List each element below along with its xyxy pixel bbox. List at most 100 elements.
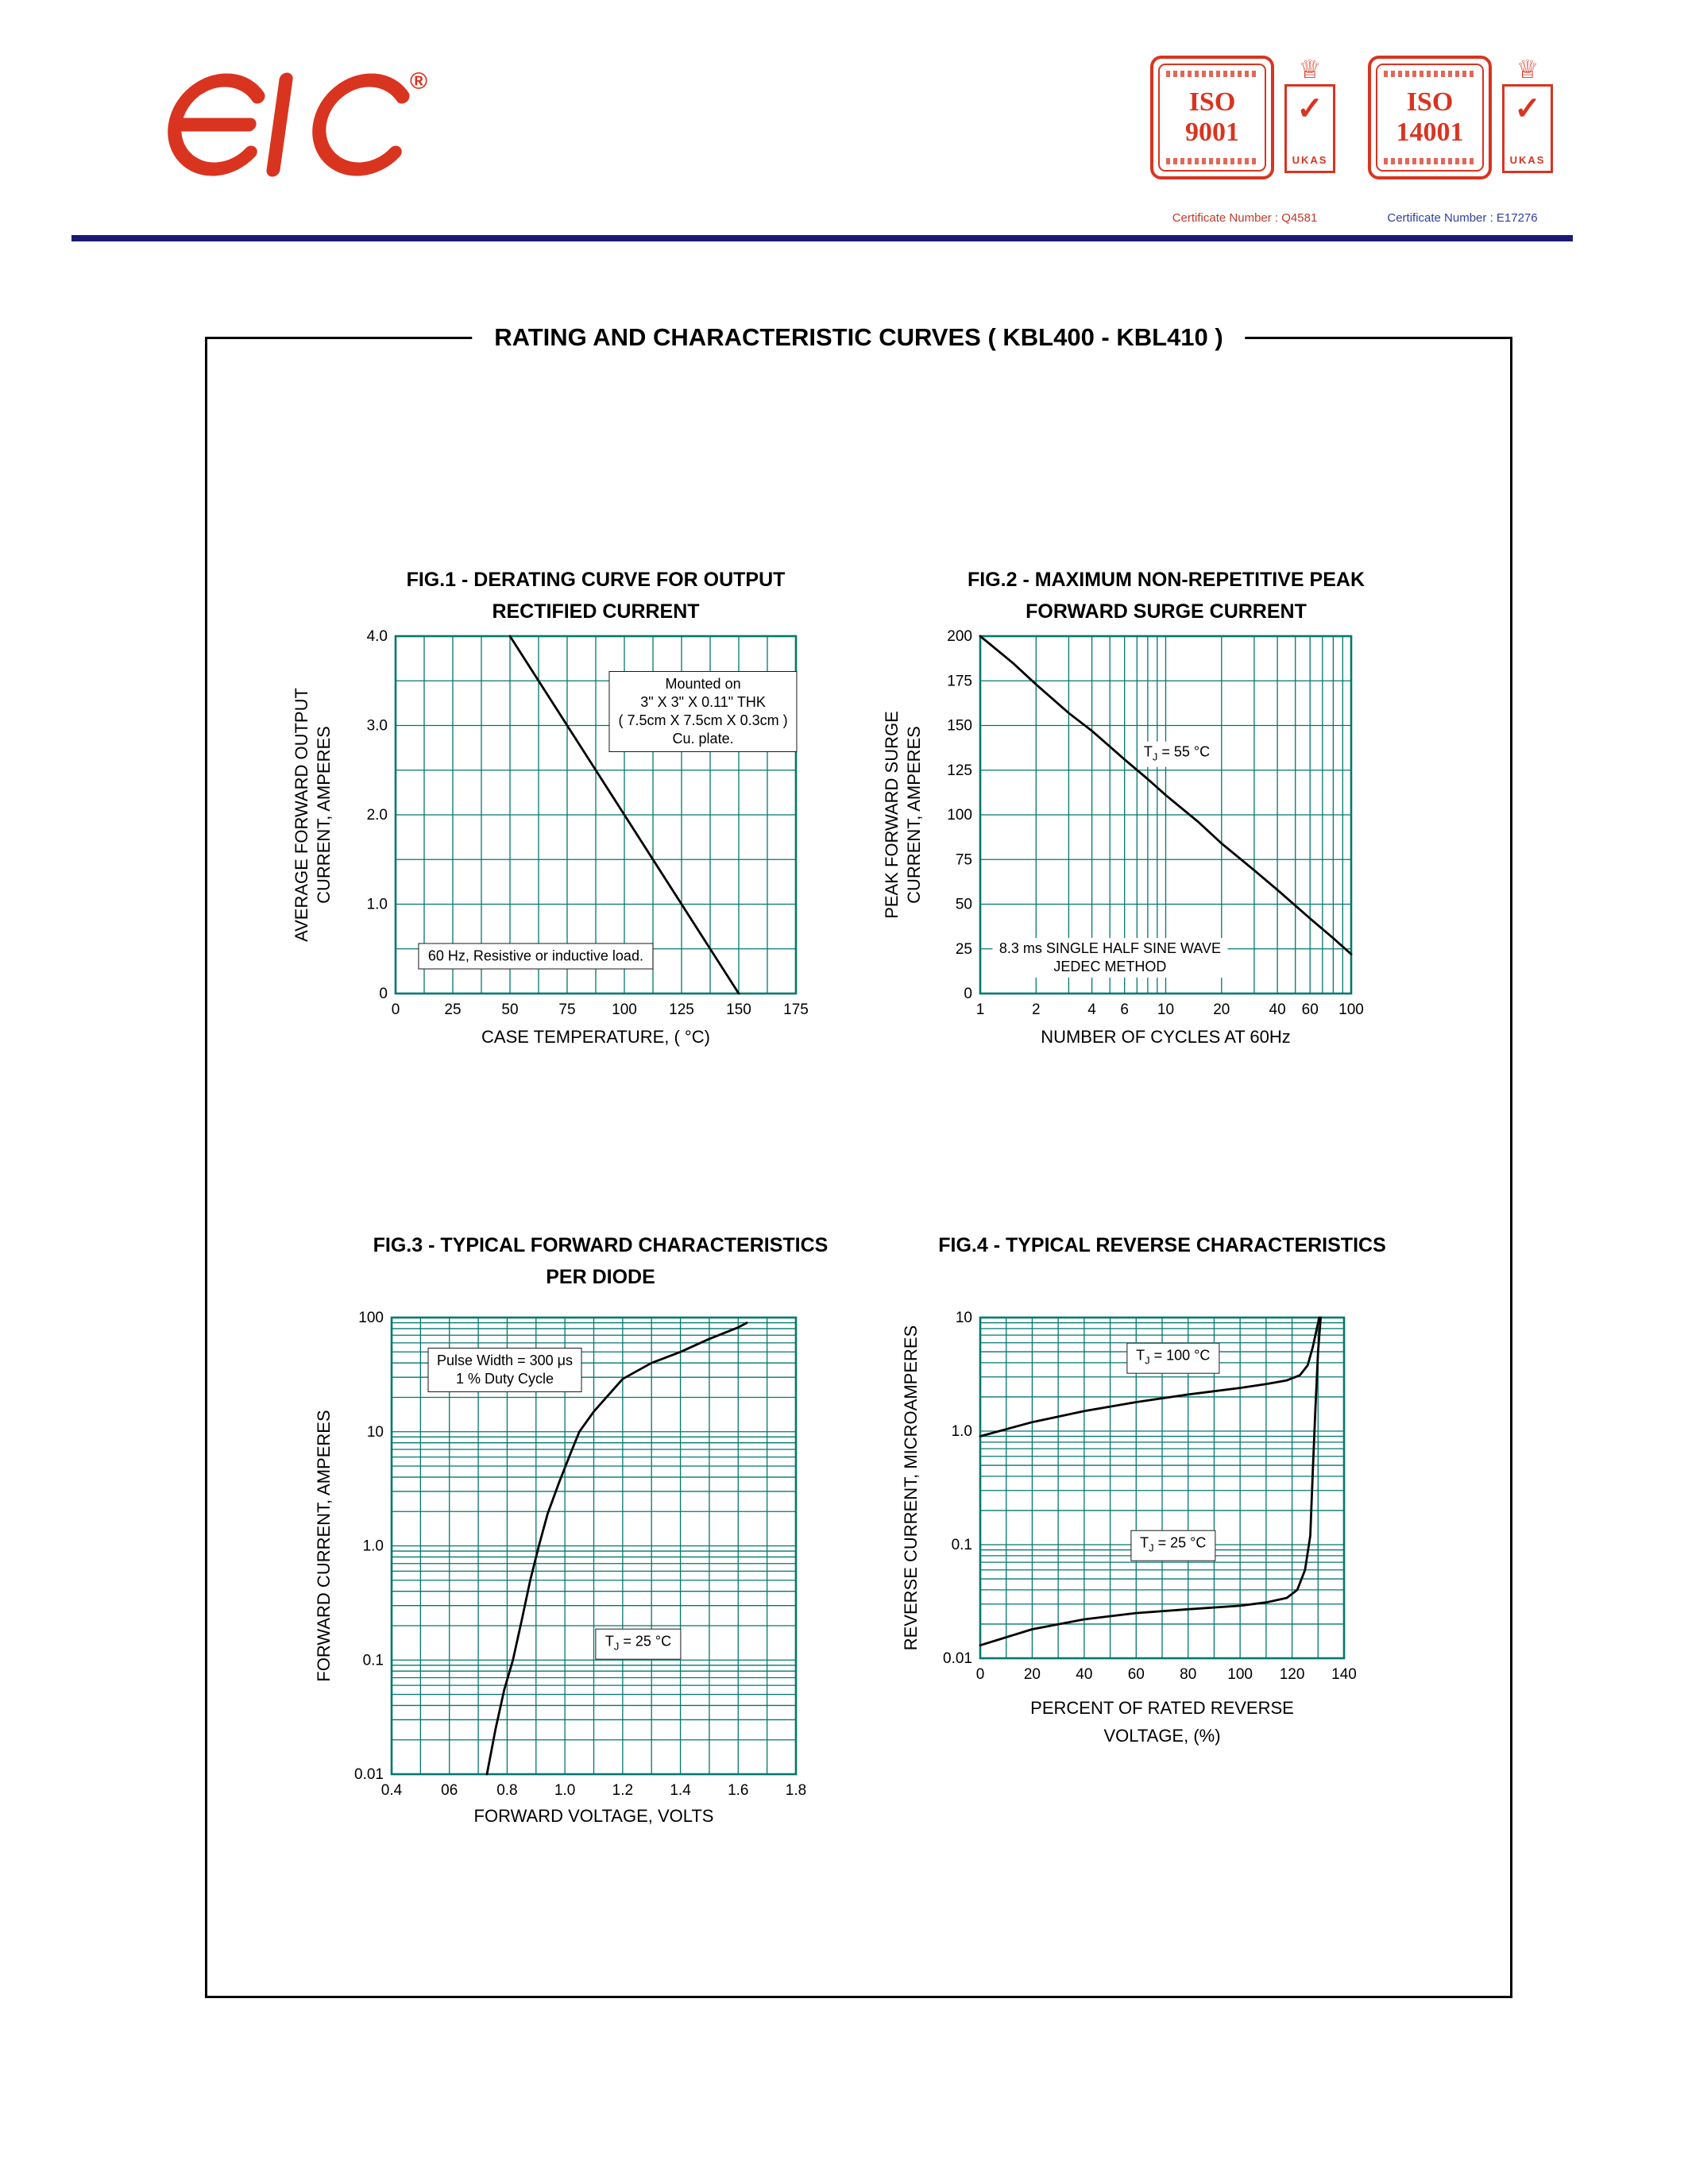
plot-frame	[394, 635, 798, 995]
content-box	[205, 337, 1512, 1998]
svg-text:4: 4	[1087, 1001, 1096, 1018]
plot-frame	[979, 1316, 1346, 1660]
svg-text:100: 100	[358, 1310, 384, 1326]
svg-text:0: 0	[379, 986, 388, 1002]
svg-text:3.0: 3.0	[367, 718, 388, 735]
stamp-label: ISO 14001	[1396, 87, 1464, 148]
registered-mark: ®	[410, 68, 427, 95]
check-icon: ✓	[1514, 91, 1541, 126]
fig4-plot: 0 20 40 60 80 100 120 140 0.01 0.1 1.0 10 PERCENT OF…	[901, 1310, 1357, 1746]
x-tick-labels: 0 20 40 60 80 100 120 140	[976, 1666, 1357, 1683]
stamp-label-line: 9001	[1185, 118, 1239, 147]
badge-row: ISO 14001 ♕ ✓ UKAS	[1368, 56, 1557, 179]
stamp-microtext	[1384, 71, 1476, 77]
badge-row: ISO 9001 ♕ ✓ UKAS	[1150, 56, 1339, 179]
fig2-plot: 1 2 4 6 10 20 40 60 100 0 25 50 75 100 125 150 175 200 NUM…	[882, 628, 1364, 1047]
chart-title-line: FORWARD SURGE CURRENT	[1026, 600, 1307, 623]
y-axis-label: CURRENT, AMPERES	[314, 726, 334, 904]
svg-text:2: 2	[1032, 1001, 1041, 1018]
series-derating-curve	[508, 635, 740, 995]
svg-text:4.0: 4.0	[367, 628, 388, 645]
chart-title-line: PER DIODE	[546, 1266, 655, 1288]
svg-text:120: 120	[1280, 1666, 1305, 1683]
x-tick-labels: 0.4 06 0.8 1.0 1.2 1.4 1.6 1.8	[381, 1782, 806, 1799]
svg-text:06: 06	[441, 1782, 458, 1799]
svg-text:1.0: 1.0	[952, 1423, 972, 1440]
iso14001-stamp: ISO 14001	[1368, 56, 1492, 179]
svg-text:60: 60	[1302, 1001, 1319, 1018]
ukas-label: UKAS	[1509, 154, 1546, 166]
svg-text:60: 60	[1128, 1666, 1145, 1683]
stamp-label: ISO 9001	[1185, 87, 1239, 148]
svg-text:1.4: 1.4	[670, 1782, 691, 1799]
stamp-ring	[1158, 64, 1266, 172]
chart-title-line: RECTIFIED CURRENT	[492, 600, 700, 623]
fig4-reverse-characteristics-chart: 0 20 40 60 80 100 120 140 0.01 0.1 1.0 10 PERCENT OF…	[877, 1294, 1382, 1781]
ribbon-box: ✓ UKAS	[1502, 84, 1553, 173]
fig3-plot: 0.4 06 0.8 1.0 1.2 1.4 1.6 1.8 0.01 0.1 1.0 10 100 FO…	[314, 1310, 806, 1826]
logo-letter-i	[266, 72, 293, 177]
svg-text:10: 10	[367, 1424, 384, 1441]
svg-text:0.4: 0.4	[381, 1782, 403, 1799]
svg-text:80: 80	[1180, 1666, 1196, 1683]
y-axis-label: REVERSE CURRENT, MICROAMPERES	[901, 1325, 921, 1651]
svg-text:40: 40	[1076, 1666, 1092, 1683]
fig1-plot: 0 25 50 75 100 125 150 175 0 1.0 2.0 3.0 4.0 CASE TEM…	[292, 628, 809, 1047]
chart-annotation: Pulse Width = 300 μs 1 % Duty Cycle	[427, 1348, 582, 1393]
x-tick-labels: 1 2 4 6 10 20 40 60 100	[976, 1001, 1364, 1018]
svg-text:1.8: 1.8	[786, 1782, 806, 1799]
svg-text:40: 40	[1269, 1001, 1286, 1018]
svg-text:0.01: 0.01	[354, 1766, 384, 1783]
logo-letter-c	[312, 73, 410, 176]
iso14001-badge: ISO 14001 ♕ ✓ UKAS Certificate Number : …	[1368, 56, 1557, 238]
stamp-microtext	[1166, 71, 1258, 77]
page-title: RATING AND CHARACTERISTIC CURVES ( KBL40…	[472, 323, 1246, 352]
eic-logo: EIC ®	[168, 68, 427, 177]
fig2-surge-current-chart: 1 2 4 6 10 20 40 60 100 0 25 50 75 100 125 150 175 200 NUM…	[877, 612, 1380, 1085]
y-tick-labels: 0 1.0 2.0 3.0 4.0	[367, 628, 388, 1002]
certificate-number: Certificate Number : Q4581	[1172, 211, 1318, 225]
svg-text:10: 10	[956, 1310, 972, 1326]
stamp-label-line: ISO	[1406, 87, 1454, 117]
ukas-label: UKAS	[1292, 154, 1328, 166]
crown-icon: ♕	[1516, 55, 1539, 83]
svg-text:100: 100	[1227, 1666, 1253, 1683]
x-axis-label: PERCENT OF RATED REVERSE	[1030, 1698, 1294, 1718]
svg-text:20: 20	[1213, 1001, 1230, 1018]
x-axis-label: VOLTAGE, (%)	[1103, 1726, 1220, 1746]
svg-text:50: 50	[501, 1001, 518, 1018]
chart-annotation: Mounted on 3" X 3" X 0.11" THK( 7.5cm X 7…	[608, 670, 798, 752]
y-tick-labels: 0.01 0.1 1.0 10 100	[354, 1310, 384, 1783]
series-forward-characteristic	[485, 1322, 748, 1776]
stamp-microtext	[1166, 158, 1258, 164]
y-axis-label: AVERAGE FORWARD OUTPUT	[292, 688, 311, 942]
ribbon-box: ✓ UKAS	[1284, 84, 1335, 173]
svg-text:140: 140	[1331, 1666, 1357, 1683]
iso9001-badge: ISO 9001 ♕ ✓ UKAS Certificate Number : Q…	[1150, 56, 1339, 238]
svg-text:0: 0	[392, 1001, 400, 1018]
svg-text:1.6: 1.6	[728, 1782, 748, 1799]
svg-text:25: 25	[956, 941, 972, 958]
grid	[979, 1317, 1345, 1659]
series-tj-100c	[979, 1316, 1321, 1437]
chart-annotation: TJ = 100 °C	[1126, 1343, 1220, 1374]
plot-frame	[390, 1316, 798, 1776]
certificate-number: Certificate Number : E17276	[1387, 211, 1538, 225]
svg-text:1: 1	[976, 1001, 985, 1018]
svg-text:6: 6	[1120, 1001, 1129, 1018]
stamp-label-line: 14001	[1396, 118, 1464, 147]
svg-text:0: 0	[964, 986, 972, 1002]
svg-text:0: 0	[976, 1666, 985, 1683]
stamp-label-line: ISO	[1188, 87, 1236, 117]
crown-icon: ♕	[1298, 55, 1322, 83]
svg-text:50: 50	[956, 897, 972, 913]
y-axis-label: PEAK FORWARD SURGE	[882, 711, 902, 919]
svg-text:75: 75	[558, 1001, 575, 1018]
svg-text:2.0: 2.0	[367, 807, 388, 824]
svg-text:0.1: 0.1	[952, 1537, 972, 1553]
x-axis-label: FORWARD VOLTAGE, VOLTS	[474, 1806, 714, 1826]
fig1-derating-chart: 0 25 50 75 100 125 150 175 0 1.0 2.0 3.0 4.0 CASE TEM…	[262, 612, 833, 1085]
svg-text:200: 200	[947, 628, 972, 645]
chart-annotation: TJ = 25 °C	[595, 1628, 682, 1660]
